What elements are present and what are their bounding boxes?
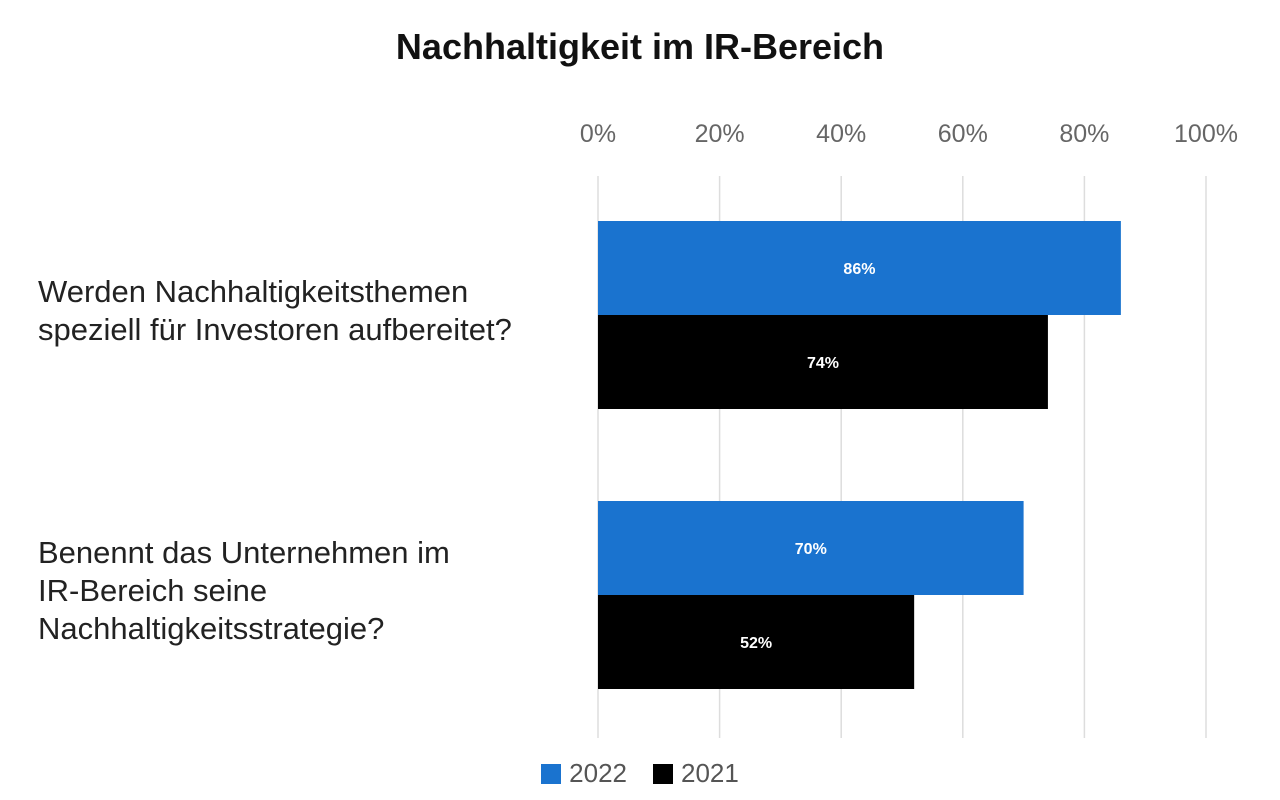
bar-2021-1: [598, 315, 1048, 409]
x-tick-label: 100%: [1174, 120, 1238, 148]
bar-2022-2: [598, 501, 1024, 595]
category-label-line: speziell für Investoren aufbereitet?: [38, 312, 512, 347]
category-label-line: Werden Nachhaltigkeitsthemen: [38, 274, 469, 309]
bar-2022-1: [598, 221, 1121, 315]
data-label: 86%: [843, 261, 875, 278]
x-tick-label: 80%: [1059, 120, 1109, 148]
category-label-sustainability-strategy: Benennt das Unternehmen im IR-Bereich se…: [38, 534, 578, 648]
x-tick-label: 20%: [695, 120, 745, 148]
legend-swatch-2021: [653, 763, 673, 784]
data-label: 74%: [807, 355, 839, 372]
x-tick-label: 0%: [580, 120, 616, 148]
bar-2021-2: [598, 595, 915, 689]
legend-item-2022: 2022: [541, 758, 627, 789]
category-label-sustainability-topics: Werden Nachhaltigkeitsthemen speziell fü…: [38, 273, 578, 349]
category-label-line: IR-Bereich seine: [38, 573, 268, 608]
category-label-line: Benennt das Unternehmen im: [38, 535, 450, 570]
data-label: 52%: [740, 635, 772, 652]
chart-title: Nachhaltigkeit im IR-Bereich: [395, 26, 885, 67]
x-tick-label: 40%: [816, 120, 866, 148]
legend-label-2021: 2021: [681, 758, 739, 788]
legend-label-2022: 2022: [569, 758, 627, 788]
chart-legend: 2022 2021: [0, 758, 1280, 789]
x-tick-label: 60%: [938, 120, 988, 148]
data-label: 70%: [795, 541, 827, 558]
legend-item-2021: 2021: [653, 758, 739, 789]
category-label-line: Nachhaltigkeitsstrategie?: [38, 611, 385, 646]
legend-swatch-2022: [541, 763, 562, 784]
